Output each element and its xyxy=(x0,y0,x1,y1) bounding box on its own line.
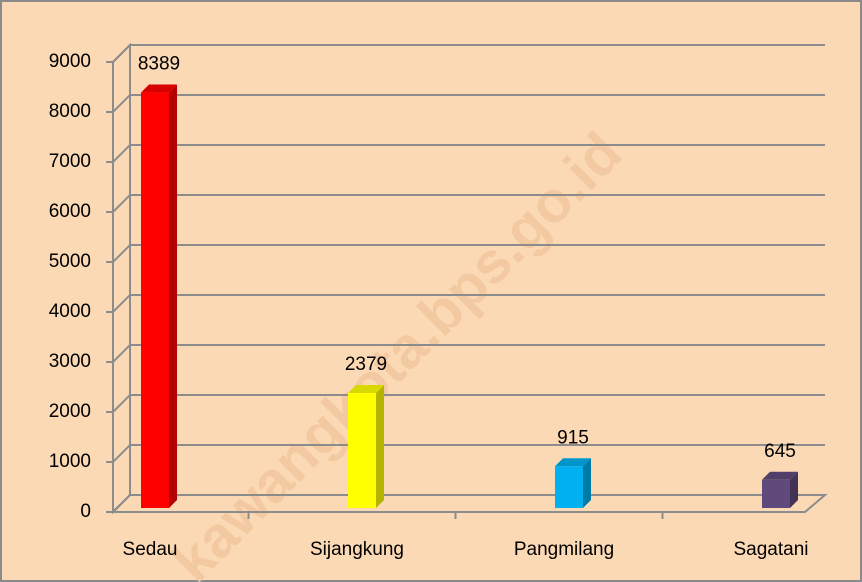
y-tick-label: 6000 xyxy=(49,201,91,222)
bar-front xyxy=(762,479,790,508)
y-tick-label: 7000 xyxy=(49,151,91,172)
bar xyxy=(762,471,798,508)
y-tick-label: 0 xyxy=(80,501,91,522)
bar xyxy=(348,385,384,508)
bar-side xyxy=(790,471,798,508)
grid-line xyxy=(112,294,131,313)
bar-top xyxy=(348,385,384,394)
bar-front xyxy=(141,92,169,509)
data-label: 915 xyxy=(557,427,589,448)
bar-top xyxy=(141,84,177,93)
data-label: 2379 xyxy=(345,354,387,375)
data-label: 8389 xyxy=(138,54,180,75)
grid-line xyxy=(112,144,131,163)
grid-line xyxy=(112,244,131,263)
bar-front xyxy=(348,393,376,508)
grid-line xyxy=(112,94,131,113)
bar xyxy=(555,458,591,508)
bar-front xyxy=(555,466,583,508)
grid-line xyxy=(112,494,131,513)
bar-side xyxy=(169,84,177,509)
y-tick-label: 9000 xyxy=(49,51,91,72)
y-tick-label: 4000 xyxy=(49,301,91,322)
x-tick-label: Pangmilang xyxy=(514,539,614,560)
grid-line xyxy=(112,344,131,363)
y-tick-label: 2000 xyxy=(49,401,91,422)
x-tick-label: Sedau xyxy=(123,539,178,560)
grid-line xyxy=(112,194,131,213)
x-tick-label: Sagatani xyxy=(733,539,808,560)
x-tick-label: Sijangkung xyxy=(310,539,404,560)
bar-top xyxy=(555,458,591,467)
grid-line xyxy=(112,444,131,463)
grid-line xyxy=(112,394,131,413)
bar-top xyxy=(762,471,798,480)
bar xyxy=(141,84,177,509)
y-tick-label: 3000 xyxy=(49,351,91,372)
bar-side xyxy=(583,458,591,508)
grid-line xyxy=(112,44,131,63)
y-tick-label: 5000 xyxy=(49,251,91,272)
y-tick-label: 8000 xyxy=(49,101,91,122)
y-tick-label: 1000 xyxy=(49,451,91,472)
data-label: 645 xyxy=(764,441,796,462)
bar-side xyxy=(376,385,384,508)
